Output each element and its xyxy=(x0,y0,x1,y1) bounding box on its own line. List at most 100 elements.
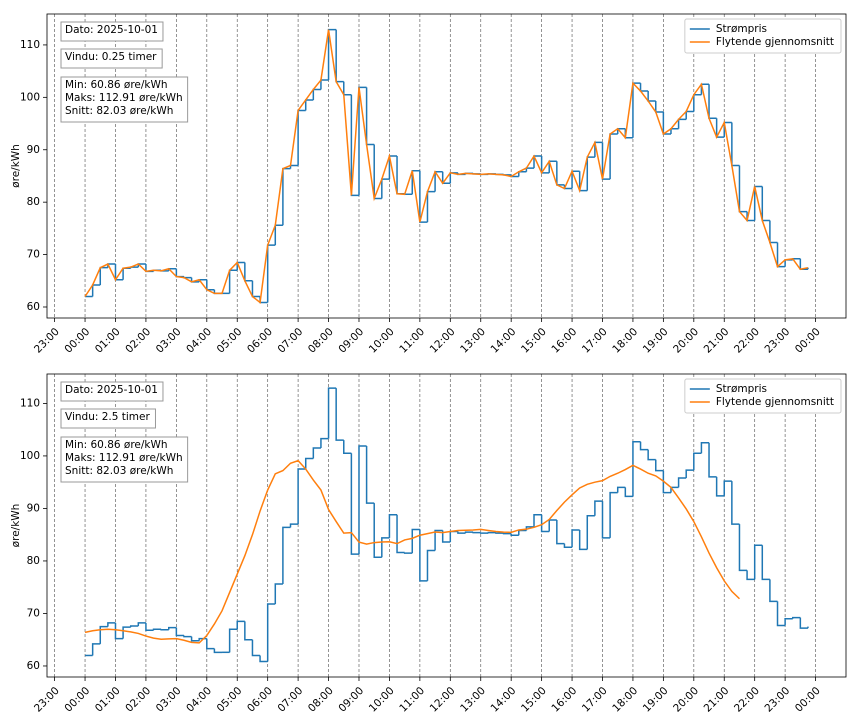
price-step xyxy=(601,501,611,539)
price-step xyxy=(495,532,504,534)
plot-frame xyxy=(46,373,847,678)
price-step xyxy=(160,628,169,631)
price-step xyxy=(647,91,656,102)
price-step xyxy=(289,164,299,169)
x-tick-label: 12:00 xyxy=(428,326,458,356)
x-tick-label: 05:00 xyxy=(215,685,245,715)
x-tick-label: 13:00 xyxy=(458,685,488,715)
price-step xyxy=(487,531,496,534)
price-step xyxy=(304,457,314,470)
price-step xyxy=(206,279,215,291)
price-step xyxy=(548,519,557,532)
legend-frame xyxy=(684,378,842,414)
x-tick-label: 00:00 xyxy=(62,326,92,356)
annotation-text: Min: 60.86 øre/kWh xyxy=(65,439,168,451)
x-tick-label: 16:00 xyxy=(549,326,579,356)
price-step xyxy=(381,178,390,199)
price-step xyxy=(335,29,344,83)
price-step xyxy=(708,84,717,120)
price-step xyxy=(677,477,687,488)
y-tick-label: 80 xyxy=(27,555,40,567)
price-step xyxy=(373,503,382,559)
annotation-text: Dato: 2025-10-01 xyxy=(65,24,158,36)
x-tick-label: 21:00 xyxy=(702,685,732,715)
price-step xyxy=(297,109,306,166)
price-step xyxy=(518,529,527,536)
price-step xyxy=(525,167,535,172)
price-step xyxy=(769,220,778,244)
price-step xyxy=(175,627,184,637)
x-tick-label: 03:00 xyxy=(154,326,184,356)
annotation-box: Vindu: 2.5 timer xyxy=(60,408,156,429)
price-step xyxy=(190,636,200,642)
price-step xyxy=(715,476,725,497)
price-step xyxy=(183,635,192,638)
price-step xyxy=(441,530,451,543)
price-step xyxy=(206,638,215,650)
price-step xyxy=(677,118,687,129)
price-step xyxy=(708,442,717,478)
price-step xyxy=(784,617,793,626)
price-step xyxy=(556,161,565,186)
price-step xyxy=(228,269,238,294)
price-step xyxy=(761,545,770,581)
price-step xyxy=(122,267,131,280)
x-tick-label: 17:00 xyxy=(580,326,610,356)
x-tick-label: 11:00 xyxy=(397,685,427,715)
annotation-box: Vindu: 0.25 timer xyxy=(60,48,163,69)
price-step xyxy=(655,459,664,472)
y-tick-label: 100 xyxy=(20,91,40,103)
annotation-box: Dato: 2025-10-01 xyxy=(60,381,164,402)
price-step xyxy=(655,101,664,113)
moving-average-line xyxy=(84,459,740,644)
x-tick-label: 15:00 xyxy=(519,326,549,356)
price-step xyxy=(609,491,618,538)
price-step xyxy=(586,156,595,191)
y-tick-label: 60 xyxy=(27,660,40,672)
annotation-frame xyxy=(60,408,156,429)
price-step xyxy=(350,453,359,555)
price-step xyxy=(639,441,649,451)
x-tick-label: 10:00 xyxy=(367,326,397,356)
plot-frame xyxy=(46,13,847,319)
price-step xyxy=(693,452,702,471)
legend-label: Flytende gjennomsnitt xyxy=(716,36,834,48)
price-step xyxy=(312,88,321,100)
price-step xyxy=(289,523,299,528)
price-step xyxy=(784,259,793,267)
price-step xyxy=(145,622,154,632)
price-step xyxy=(586,515,595,550)
price-step xyxy=(502,532,512,535)
annotation-text: Maks: 112.91 øre/kWh xyxy=(65,452,183,464)
x-tick-label: 20:00 xyxy=(671,685,701,715)
price-step xyxy=(479,532,489,534)
x-tick-label: 06:00 xyxy=(245,685,275,715)
annotation-text: Maks: 112.91 øre/kWh xyxy=(65,92,183,104)
x-tick-label: 04:00 xyxy=(184,326,214,356)
price-step xyxy=(259,655,268,663)
x-tick-label: 01:00 xyxy=(93,685,123,715)
legend-label: Strømpris xyxy=(716,23,767,35)
price-step xyxy=(304,99,314,111)
price-step xyxy=(647,449,656,461)
legend-label: Strømpris xyxy=(716,383,767,395)
price-step xyxy=(723,480,732,496)
x-tick-label: 13:00 xyxy=(458,326,488,356)
price-step xyxy=(685,469,694,478)
price-step xyxy=(365,445,375,504)
price-step xyxy=(571,529,580,548)
price-step xyxy=(791,616,801,619)
price-step xyxy=(411,528,420,554)
price-step xyxy=(381,537,390,558)
x-tick-label: 12:00 xyxy=(428,685,458,715)
price-step xyxy=(419,529,428,582)
x-tick-label: 16:00 xyxy=(549,685,579,715)
price-step xyxy=(320,79,329,90)
price-step xyxy=(122,626,131,639)
price-step xyxy=(274,583,283,605)
price-step xyxy=(168,626,177,630)
annotation-frame xyxy=(60,48,163,69)
price-step xyxy=(175,268,184,278)
